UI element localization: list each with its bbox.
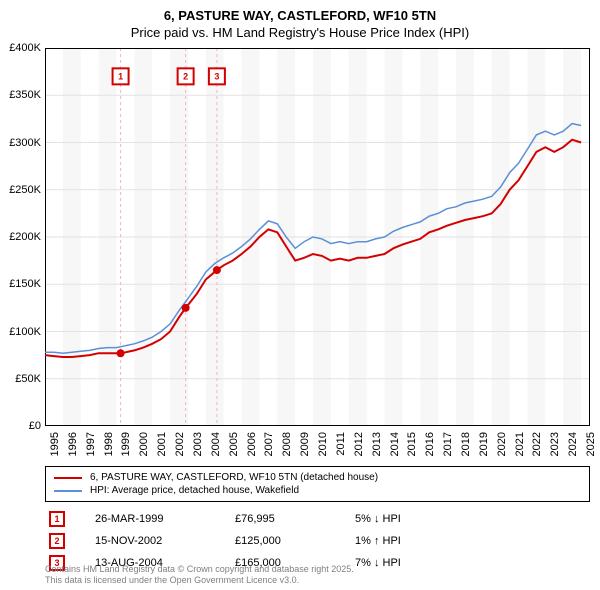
y-tick-label: £200K [9,231,41,243]
transaction-hpi: 1% ↑ HPI [355,535,455,547]
x-tick-label: 2015 [406,432,418,456]
transaction-price: £125,000 [235,535,355,547]
legend-item: 6, PASTURE WAY, CASTLEFORD, WF10 5TN (de… [54,471,581,484]
x-tick-label: 2002 [174,432,186,456]
svg-text:2: 2 [183,71,188,81]
x-tick-label: 2011 [335,432,347,456]
x-tick-label: 2019 [478,432,490,456]
x-tick-label: 2016 [424,432,436,456]
transaction-row: 1 26-MAR-1999£76,9955% ↓ HPI [45,508,590,530]
x-tick-label: 2012 [353,432,365,456]
transaction-date: 15-NOV-2002 [95,535,235,547]
y-tick-label: £0 [29,420,41,432]
x-tick-label: 1999 [120,432,132,456]
attribution-line1: Contains HM Land Registry data © Crown c… [45,564,354,575]
y-tick-label: £250K [9,184,41,196]
x-tick-label: 2005 [228,432,240,456]
title-subtitle: Price paid vs. HM Land Registry's House … [0,25,600,40]
legend-swatch [54,477,82,479]
x-tick-label: 2010 [317,432,329,456]
x-axis: 1995 1996 1997 1998 1999 2000 2001 2002 2003 2004… [45,428,590,468]
x-tick-label: 2018 [460,432,472,456]
svg-text:3: 3 [214,71,219,81]
y-tick-label: £400K [9,42,41,54]
y-tick-label: £100K [9,326,41,338]
x-tick-label: 2001 [156,432,168,456]
x-tick-label: 2004 [210,432,222,456]
x-tick-label: 2003 [192,432,204,456]
x-tick-label: 2022 [531,432,543,456]
transaction-marker: 2 [49,533,65,549]
y-tick-label: £300K [9,137,41,149]
chart-area: 1 2 3 [45,48,590,426]
transaction-row: 2 15-NOV-2002£125,0001% ↑ HPI [45,530,590,552]
transaction-hpi: 5% ↓ HPI [355,513,455,525]
y-axis: £0£50K£100K£150K£200K£250K£300K£350K£400… [0,48,43,426]
y-tick-label: £350K [9,89,41,101]
x-tick-label: 2023 [549,432,561,456]
legend-item: HPI: Average price, detached house, Wake… [54,484,581,497]
attribution-line2: This data is licensed under the Open Gov… [45,575,354,586]
transaction-marker: 1 [49,511,65,527]
x-tick-label: 1998 [103,432,115,456]
chart-container: 6, PASTURE WAY, CASTLEFORD, WF10 5TN Pri… [0,0,600,590]
transaction-price: £76,995 [235,513,355,525]
x-tick-label: 2008 [281,432,293,456]
legend-box: 6, PASTURE WAY, CASTLEFORD, WF10 5TN (de… [45,466,590,502]
x-tick-label: 2014 [389,432,401,456]
x-tick-label: 2020 [496,432,508,456]
legend-label: HPI: Average price, detached house, Wake… [90,485,299,496]
x-tick-label: 2009 [299,432,311,456]
x-tick-label: 2025 [585,432,597,456]
transaction-date: 26-MAR-1999 [95,513,235,525]
svg-text:1: 1 [118,71,123,81]
attribution: Contains HM Land Registry data © Crown c… [45,564,354,586]
transaction-hpi: 7% ↓ HPI [355,557,455,569]
x-tick-label: 1995 [49,432,61,456]
x-tick-label: 1997 [85,432,97,456]
x-tick-label: 2021 [514,432,526,456]
y-tick-label: £50K [15,373,41,385]
x-tick-label: 1996 [67,432,79,456]
x-tick-label: 2006 [246,432,258,456]
legend-swatch [54,490,82,492]
y-tick-label: £150K [9,278,41,290]
x-tick-label: 2024 [567,432,579,456]
title-address: 6, PASTURE WAY, CASTLEFORD, WF10 5TN [0,8,600,23]
title-block: 6, PASTURE WAY, CASTLEFORD, WF10 5TN Pri… [0,0,600,40]
x-tick-label: 2007 [263,432,275,456]
x-tick-label: 2000 [138,432,150,456]
chart-svg: 1 2 3 [45,48,590,426]
x-tick-label: 2017 [442,432,454,456]
x-tick-label: 2013 [371,432,383,456]
legend-label: 6, PASTURE WAY, CASTLEFORD, WF10 5TN (de… [90,472,378,483]
